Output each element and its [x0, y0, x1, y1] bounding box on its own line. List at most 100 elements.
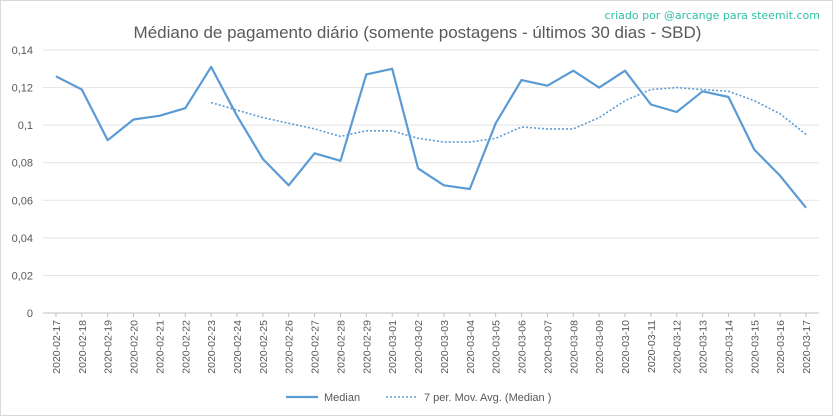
grid-lines: [43, 49, 819, 314]
data-point: [286, 121, 291, 126]
x-tick-label: 2020-03-01: [387, 320, 399, 374]
data-point: [467, 187, 472, 192]
data-point: [260, 156, 265, 161]
data-point: [364, 72, 369, 77]
series-line-moving-average: [210, 86, 807, 143]
x-tick-label: 2020-02-22: [180, 320, 192, 374]
x-tick-label: 2020-03-11: [646, 320, 658, 373]
x-tick-label: 2020-03-17: [801, 320, 813, 374]
x-tick-label: 2020-03-05: [491, 320, 503, 374]
data-point: [804, 205, 809, 210]
series-line-median: [55, 65, 807, 209]
data-point: [157, 113, 162, 118]
data-point: [648, 102, 653, 107]
legend-label: 7 per. Mov. Avg. (Median ): [424, 392, 551, 404]
data-point: [597, 85, 602, 90]
data-point: [752, 147, 757, 152]
x-tick-label: 2020-02-28: [335, 320, 347, 374]
data-point: [752, 98, 757, 103]
x-tick-label: 2020-03-04: [465, 320, 477, 374]
y-axis-ticks: 0 0,02 0,04 0,06 0,08 0,1 0,12 0,14: [12, 45, 33, 320]
data-point: [441, 183, 446, 188]
x-tick-label: 2020-03-16: [775, 320, 787, 374]
data-point: [545, 126, 550, 131]
data-point: [674, 109, 679, 114]
data-point: [209, 64, 214, 69]
x-tick-label: 2020-02-25: [258, 320, 270, 374]
x-tick-label: 2020-03-13: [698, 320, 710, 374]
legend: Median 7 per. Mov. Avg. (Median ): [286, 392, 551, 404]
data-point: [726, 89, 731, 94]
y-tick-label: 0,02: [12, 270, 33, 282]
x-tick-label: 2020-03-14: [723, 320, 735, 374]
data-point: [726, 94, 731, 99]
data-point: [519, 78, 524, 83]
data-point: [778, 173, 783, 178]
data-point: [235, 108, 240, 113]
data-point: [286, 183, 291, 188]
x-tick-label: 2020-02-19: [103, 320, 115, 374]
data-point: [571, 68, 576, 73]
y-tick-label: 0,08: [12, 158, 33, 170]
data-point: [131, 117, 136, 122]
data-point: [79, 87, 84, 92]
data-point: [390, 66, 395, 71]
x-tick-label: 2020-03-03: [439, 320, 451, 374]
x-tick-label: 2020-02-17: [51, 320, 63, 374]
data-point: [390, 128, 395, 133]
y-tick-label: 0,12: [12, 83, 33, 95]
y-tick-label: 0,04: [12, 233, 33, 245]
data-point: [338, 134, 343, 139]
data-point: [312, 126, 317, 131]
y-tick-label: 0,1: [18, 120, 33, 132]
legend-label: Median: [324, 392, 360, 404]
data-point: [571, 126, 576, 131]
data-point: [105, 138, 110, 143]
data-point: [260, 115, 265, 120]
x-tick-label: 2020-03-02: [413, 320, 425, 374]
data-point: [778, 111, 783, 116]
data-point: [674, 85, 679, 90]
data-point: [312, 151, 317, 156]
data-point: [545, 83, 550, 88]
data-point: [493, 136, 498, 141]
data-point: [519, 125, 524, 130]
x-tick-label: 2020-03-15: [749, 320, 761, 374]
data-point: [467, 140, 472, 145]
data-point: [623, 68, 628, 73]
x-tick-label: 2020-03-10: [620, 320, 632, 374]
data-point: [597, 115, 602, 120]
data-point: [364, 128, 369, 133]
x-tick-label: 2020-02-29: [361, 320, 373, 374]
x-tick-label: 2020-03-07: [542, 320, 554, 374]
data-point: [804, 132, 809, 137]
data-point: [53, 74, 58, 79]
x-tick-label: 2020-02-18: [77, 320, 89, 374]
x-tick-label: 2020-02-23: [206, 320, 218, 374]
x-tick-label: 2020-03-09: [594, 320, 606, 374]
x-tick-label: 2020-03-12: [672, 320, 684, 374]
data-point: [338, 158, 343, 163]
data-point: [441, 140, 446, 145]
chart-title: Médiano de pagamento diário (somente pos…: [133, 23, 702, 42]
x-axis-ticks: 2020-02-17 2020-02-18 2020-02-19 2020-02-20…: [51, 313, 813, 374]
y-tick-label: 0,06: [12, 195, 33, 207]
data-point: [493, 121, 498, 126]
data-point: [648, 87, 653, 92]
data-point: [623, 98, 628, 103]
x-tick-label: 2020-02-26: [284, 320, 296, 374]
data-point: [235, 113, 240, 118]
data-point: [416, 166, 421, 171]
x-tick-label: 2020-02-27: [310, 320, 322, 374]
x-tick-label: 2020-02-20: [129, 320, 141, 374]
data-point: [700, 87, 705, 92]
x-tick-label: 2020-02-24: [232, 320, 244, 374]
data-point: [183, 106, 188, 111]
y-tick-label: 0,14: [12, 45, 33, 57]
data-point: [209, 100, 214, 105]
series-lines: [53, 64, 809, 210]
data-point: [416, 136, 421, 141]
x-tick-label: 2020-03-06: [517, 320, 529, 374]
